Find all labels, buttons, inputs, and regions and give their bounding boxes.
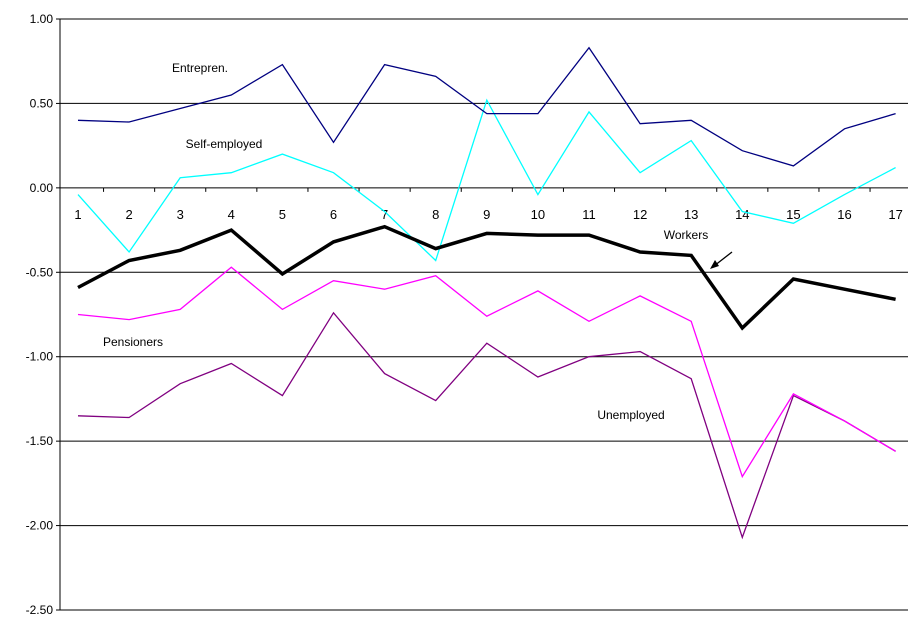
x-tick-label: 1 — [74, 207, 81, 222]
y-tick-label: -2.00 — [26, 519, 54, 533]
series-lines — [77, 46, 896, 540]
series-label-unemployed: Unemployed — [597, 408, 664, 422]
x-tick-label: 8 — [432, 207, 439, 222]
x-tick-label: 7 — [381, 207, 388, 222]
series-label-pensioners: Pensioners — [103, 335, 163, 349]
x-tick-label: 2 — [125, 207, 132, 222]
y-tick-label: 1.00 — [30, 12, 54, 26]
x-tick-label: 16 — [837, 207, 851, 222]
y-tick-label: -1.00 — [26, 350, 54, 364]
series-label-self-employed: Self-employed — [186, 137, 263, 151]
x-tick-label: 15 — [786, 207, 800, 222]
annotations — [710, 251, 733, 269]
series-line-unemployed — [77, 311, 896, 540]
x-tick-label: 10 — [531, 207, 545, 222]
x-tick-label: 14 — [735, 207, 749, 222]
x-tick-label: 12 — [633, 207, 647, 222]
x-tick-label: 6 — [330, 207, 337, 222]
x-tick-label: 4 — [228, 207, 235, 222]
arrow-head-icon — [710, 260, 719, 269]
series-line-workers — [77, 224, 896, 331]
x-axis: 1 2 3 4 5 6 7 8 9 10 11 12 13 14 15 16 17 — [59, 187, 903, 222]
y-tick-label: 0.00 — [30, 181, 54, 195]
x-tick-label: 3 — [177, 207, 184, 222]
y-axis: 1.00 0.50 0.00 -0.50 -1.00 -1.50 -2.00 -2.50 — [26, 12, 61, 617]
x-tick-label: 17 — [888, 207, 902, 222]
y-tick-label: -0.50 — [26, 265, 54, 279]
x-tick-label: 13 — [684, 207, 698, 222]
x-tick-label: 5 — [279, 207, 286, 222]
series-line-entrepren — [77, 46, 896, 167]
series-line-pensioners — [77, 266, 896, 479]
y-tick-label: 0.50 — [30, 96, 54, 110]
series-label-entrepren: Entrepren. — [172, 61, 228, 75]
series-label-workers: Workers — [664, 228, 708, 242]
series-labels: Entrepren. Self-employed Workers Pensioners… — [103, 61, 708, 422]
series-line-self-employed — [77, 98, 896, 262]
y-tick-label: -1.50 — [26, 434, 54, 448]
x-tick-label: 9 — [483, 207, 490, 222]
y-tick-label: -2.50 — [26, 603, 54, 617]
x-tick-label: 11 — [582, 207, 596, 222]
